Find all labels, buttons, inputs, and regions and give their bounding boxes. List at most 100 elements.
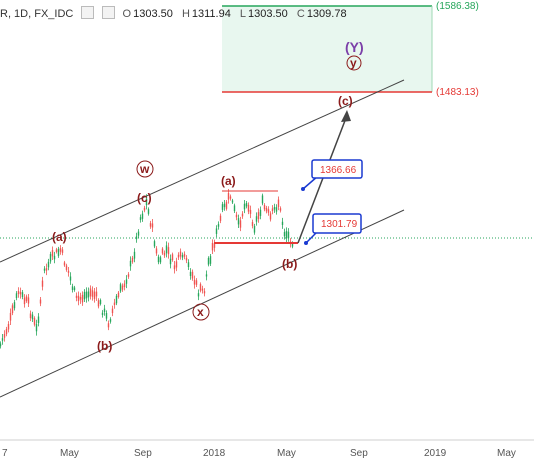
candle-body [217,224,220,227]
candle-body [17,291,20,294]
candle-body [49,254,52,262]
candle-body [37,316,40,324]
wave-label-w: w [139,162,150,176]
candle-body [173,265,176,270]
candle-body [255,216,258,222]
close-value: 1309.78 [306,8,347,20]
candle-body [81,294,84,303]
wave-circle-x [192,303,210,321]
candle-body [153,241,156,247]
candle-body [177,254,180,258]
low-value: 1303.50 [248,8,288,20]
candle-body [125,279,128,284]
candle-body [77,295,80,302]
candle-body [157,256,160,263]
x-tick-label: 2019 [424,448,447,459]
candle-body [121,285,124,290]
candle-body [265,207,268,212]
candle-body [181,255,184,258]
wave-label-a-2: (a) [221,174,236,188]
chart-header: R, 1D, FX_IDC O 1303.50 H 1311.94 L 1303.50… [0,6,353,22]
candle-body [3,334,6,338]
candle-body [223,203,226,208]
callout-label-1366: 1366.66 [320,165,357,176]
candle-body [1,338,4,341]
wave-label-b-2: (b) [282,257,297,271]
callout-box-1301[interactable] [312,213,362,234]
candle-body [33,318,36,325]
channel-upper-line [0,79,405,263]
level-label-1483: (1483.13) [436,87,479,98]
candle-body [259,209,262,216]
candle-body [137,231,140,236]
candle-body [233,205,236,212]
candle-body [225,201,228,209]
candle-body [141,213,144,219]
candlestick-series [0,188,294,349]
x-tick-label: May [277,448,296,459]
candle-body [281,221,284,225]
candle-body [31,314,34,320]
candle-body [85,291,88,299]
candle-body [95,291,98,297]
candle-body [97,300,100,307]
candle-body [151,223,154,228]
wave-label-b-1: (b) [97,339,112,353]
candle-body [7,324,10,330]
candle-body [253,226,256,233]
candle-body [277,199,280,208]
candle-body [35,324,38,332]
wave-label-y: y [350,56,357,70]
candle-body [145,198,148,206]
header-toggle-1[interactable] [81,6,95,19]
candle-body [47,261,50,268]
candle-body [261,195,264,204]
high-value: 1311.94 [191,8,231,20]
candle-body [139,217,142,220]
candle-body [135,236,138,240]
candle-body [123,283,126,288]
candle-body [283,232,286,237]
candle-body [15,293,18,299]
candle-body [287,231,290,239]
candle-body [251,222,254,226]
candle-body [249,209,252,214]
candle-body [73,287,76,291]
candle-body [11,305,14,314]
candle-body [191,271,194,279]
candle-body [159,257,162,263]
candle-body [89,288,92,297]
candle-body [147,209,150,214]
candle-body [5,329,8,335]
candle-body [23,297,26,305]
candle-body [25,296,28,302]
candle-body [241,213,244,217]
candle-body [133,251,136,259]
candle-body [219,215,222,221]
candle-body [109,319,112,322]
candle-body [129,260,132,267]
candle-body [167,247,170,255]
candle-body [69,276,72,281]
close-key: C [296,8,305,20]
header-toggle-2[interactable] [102,6,116,19]
candle-body [99,300,102,304]
candle-body [39,299,42,304]
candle-body [221,204,224,210]
candle-body [79,296,82,300]
candle-body [155,248,158,254]
callout-label-1301: 1301.79 [321,219,358,230]
candle-body [103,308,106,313]
candle-body [243,203,246,210]
candle-body [41,280,44,287]
candle-body [0,343,2,347]
candle-body [205,274,208,277]
candle-body [175,261,178,268]
candle-body [131,257,134,262]
candle-body [267,209,270,213]
wave-label-a-1: (a) [52,230,67,244]
candle-body [275,207,278,212]
candle-body [273,207,276,210]
callout-box-1366[interactable] [311,159,363,179]
